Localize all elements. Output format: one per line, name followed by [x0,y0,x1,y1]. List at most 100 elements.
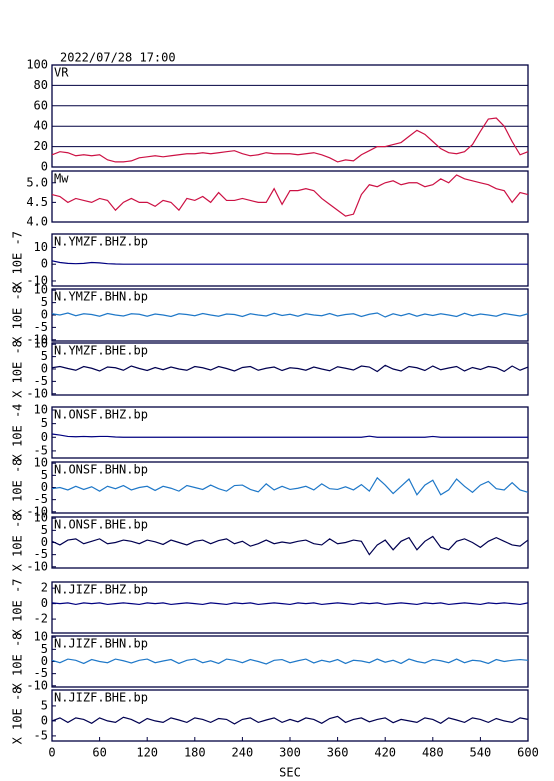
y-tick-label: 100 [26,58,48,72]
y-tick-label: 10 [34,630,48,644]
y-tick-label: -10 [26,273,48,287]
y-axis-label: X 10E -4 [11,404,25,462]
panel-label: N.JIZF.BHE.bp [54,691,148,705]
panel-frame [51,406,529,459]
panel-frame [51,233,529,287]
y-tick-label: 20 [34,139,48,153]
y-axis-label: X 10E -8 [11,633,25,691]
panel-label: N.YMZF.BHN.bp [54,290,148,304]
y-tick-label: 10 [34,511,48,525]
y-tick-label: 5 [41,698,48,712]
y-tick-label: 10 [34,456,48,470]
panel-frame [51,581,529,634]
y-tick-label: 80 [34,78,48,92]
y-tick-label: -10 [26,559,48,573]
y-tick-label: 0 [41,160,48,174]
y-tick-label: 10 [34,283,48,297]
x-tick-label: 300 [279,746,301,760]
chart-title: 2022/07/28 17:00 [60,51,176,65]
trace [51,535,529,556]
x-tick-label: 240 [232,746,254,760]
y-tick-label: -10 [26,678,48,692]
trace [51,476,529,496]
y-tick-label: 60 [34,98,48,112]
panel-frame [51,288,529,342]
x-tick-label: 180 [184,746,206,760]
y-tick-label: 5.0 [26,175,48,189]
x-tick-label: 360 [327,746,349,760]
y-tick-label: 10 [34,337,48,351]
panel-label: N.ONSF.BHE.bp [54,518,148,532]
x-tick-label: 60 [92,746,106,760]
x-tick-label: 0 [48,746,55,760]
y-tick-label: 5 [41,349,48,363]
trace [51,433,528,438]
y-tick-label: 5 [41,468,48,482]
trace [51,117,529,163]
y-axis-label: X 10E -8 [11,687,25,745]
trace [51,260,528,265]
y-axis-label: X 10E -8 [11,459,25,517]
y-tick-label: 0 [41,654,48,668]
y-tick-label: 10 [34,403,48,417]
y-tick-label: 0 [41,535,48,549]
y-tick-label: -5 [34,320,48,334]
y-tick-label: 4.0 [26,215,48,229]
y-tick-label: 0 [41,480,48,494]
trace [51,312,529,318]
y-axis-label: X 10E -8 [11,514,25,572]
x-tick-label: 420 [374,746,396,760]
panel-label: N.JIZF.BHN.bp [54,637,148,651]
y-axis-label: X 10E -7 [11,231,25,289]
panel-frame [51,516,529,569]
y-tick-label: 5 [41,416,48,430]
panel-label: N.YMZF.BHE.bp [54,344,148,358]
y-tick-label: 0 [41,308,48,322]
y-tick-label: -5 [34,547,48,561]
x-tick-label: 480 [422,746,444,760]
y-tick-label: 0 [41,430,48,444]
y-tick-label: -2 [34,612,48,626]
y-tick-label: 0 [41,713,48,727]
y-axis-label: X 10E -8 [11,286,25,344]
y-tick-label: 0 [41,257,48,271]
x-tick-label: 120 [136,746,158,760]
x-axis-label: SEC [279,766,301,780]
y-tick-label: -5 [34,666,48,680]
y-tick-label: 40 [34,119,48,133]
trace [51,174,529,217]
panel-label: N.ONSF.BHZ.bp [54,408,148,422]
panel-frame [51,342,529,396]
x-tick-label: 540 [470,746,492,760]
trace [51,602,529,606]
x-tick-label: 600 [517,746,539,760]
y-tick-label: -10 [26,332,48,346]
y-tick-label: 2 [41,581,48,595]
y-tick-label: 10 [34,240,48,254]
y-tick-label: 5 [41,295,48,309]
y-tick-label: 5 [41,523,48,537]
y-tick-label: -10 [26,386,48,400]
y-tick-label: -10 [26,504,48,518]
panel-label: N.ONSF.BHN.bp [54,463,148,477]
y-tick-label: 4.5 [26,195,48,209]
y-tick-label: 0 [41,596,48,610]
trace [51,715,529,725]
panel-label: N.JIZF.BHZ.bp [54,583,148,597]
panel-label: N.YMZF.BHZ.bp [54,235,148,249]
panel-label: VR [54,66,69,80]
panel-frame [51,64,529,168]
y-tick-label: -5 [34,374,48,388]
y-tick-label: -5 [34,492,48,506]
trace [51,658,529,665]
y-axis-label: X 10E -7 [11,579,25,637]
y-tick-label: 5 [41,642,48,656]
trace [51,364,529,373]
panel-label: Mw [54,172,69,186]
y-tick-label: -5 [34,443,48,457]
y-axis-label: X 10E -8 [11,340,25,398]
panel-frame [51,170,529,223]
panel-frame [51,461,529,514]
y-tick-label: 0 [41,362,48,376]
